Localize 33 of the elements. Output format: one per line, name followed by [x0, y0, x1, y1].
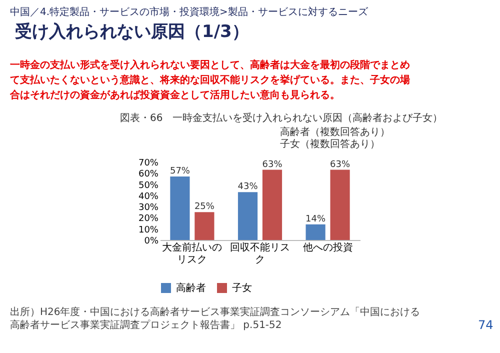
legend-label: 高齢者 — [176, 282, 206, 294]
text: 25% — [194, 202, 214, 212]
text: 図表・66 一時金支払いを受け入れられない原因（高齢者および子女） — [120, 112, 443, 124]
y-tick-label: 60% — [138, 170, 159, 180]
text: 63% — [330, 160, 350, 170]
y-tick-label: 0% — [144, 236, 159, 246]
bar — [262, 170, 282, 240]
y-tick-label: 70% — [138, 158, 159, 168]
bar — [330, 170, 350, 240]
bar — [194, 212, 214, 240]
y-tick-label: 30% — [138, 203, 159, 214]
bar — [238, 192, 258, 240]
text: 14% — [306, 214, 326, 224]
text: 63% — [262, 160, 282, 170]
legend-label: 子女 — [232, 282, 252, 294]
y-tick-label: 50% — [138, 180, 159, 191]
x-tick-label: 他への投資 — [302, 242, 353, 254]
bar — [170, 176, 190, 240]
x-tick-label: 回収不能リスク — [230, 242, 290, 266]
bar — [306, 224, 326, 240]
y-tick-label: 40% — [138, 192, 159, 202]
text: 子女（複数回答あり） — [280, 138, 380, 150]
text: 高齢者（複数回答あり） — [280, 126, 390, 138]
text: 43% — [238, 182, 258, 192]
text: 中国／4.特定製品・サービスの市場・投資環境>製品・サービスに対するニーズ — [10, 6, 369, 18]
y-tick-label: 20% — [138, 214, 159, 224]
chart-subtitle: 一時金の支払い形式を受け入れられない要因として、高齢者は大金を最初の段階でまとめて支払いたくないという意識と、将来的な回収不能リスクを挙げている。また、子女の場合はそれだけの資金があれば投資資金として活用したい意向も見られる。 — [9, 59, 410, 101]
text: 74 — [478, 318, 494, 332]
chart-title: 受け入れられない原因（1/3） — [15, 22, 249, 42]
y-tick-label: 10% — [138, 225, 159, 236]
text: 出所）H26年度・中国における高齢者サービス事業実証調査コンソーシアム「中国における高齢者サービス事業実証調査プロジェクト報告書」 p.51-52 — [10, 306, 420, 331]
x-tick-label: 大金前払いのリスク — [162, 242, 222, 266]
text: 57% — [170, 166, 190, 176]
